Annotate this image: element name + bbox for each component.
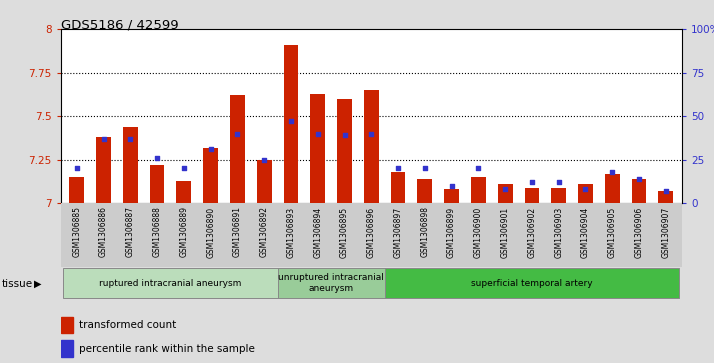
Text: GSM1306896: GSM1306896	[367, 207, 376, 258]
Bar	[64, 269, 278, 298]
Text: GSM1306901: GSM1306901	[501, 207, 510, 258]
Bar	[203, 147, 218, 203]
Bar	[632, 179, 646, 203]
Text: tissue: tissue	[1, 279, 33, 289]
Bar	[61, 317, 73, 333]
Text: GSM1306891: GSM1306891	[233, 207, 242, 257]
Text: GSM1306895: GSM1306895	[340, 207, 349, 258]
Point	[473, 166, 484, 171]
Bar	[123, 127, 138, 203]
Bar	[418, 179, 432, 203]
Bar	[61, 340, 73, 357]
Text: GSM1306894: GSM1306894	[313, 207, 322, 258]
Point	[392, 166, 403, 171]
Bar	[385, 269, 679, 298]
Text: ▶: ▶	[34, 279, 42, 289]
Bar	[96, 137, 111, 203]
Point	[205, 146, 216, 152]
Bar	[337, 99, 352, 203]
Text: unruptured intracranial
aneurysm: unruptured intracranial aneurysm	[278, 273, 384, 293]
Bar	[278, 269, 385, 298]
Bar	[605, 174, 620, 203]
Point	[231, 131, 243, 136]
Point	[580, 187, 591, 192]
Point	[312, 131, 323, 136]
Bar	[150, 165, 164, 203]
Bar	[391, 172, 406, 203]
Text: GSM1306890: GSM1306890	[206, 207, 215, 258]
Bar	[69, 177, 84, 203]
Point	[633, 176, 645, 182]
Point	[178, 166, 189, 171]
Bar	[498, 184, 513, 203]
Point	[606, 169, 618, 175]
Point	[285, 118, 296, 124]
Bar	[230, 95, 245, 203]
Bar	[444, 189, 459, 203]
Text: percentile rank within the sample: percentile rank within the sample	[79, 344, 255, 354]
Text: GSM1306889: GSM1306889	[179, 207, 188, 257]
Bar	[551, 188, 566, 203]
Bar	[176, 181, 191, 203]
Bar	[471, 177, 486, 203]
Point	[258, 157, 270, 163]
Point	[446, 183, 457, 189]
Bar	[578, 184, 593, 203]
Text: GSM1306900: GSM1306900	[474, 207, 483, 258]
Point	[366, 131, 377, 136]
Text: GSM1306892: GSM1306892	[260, 207, 268, 257]
Text: GDS5186 / 42599: GDS5186 / 42599	[61, 18, 178, 31]
Text: GSM1306899: GSM1306899	[447, 207, 456, 258]
Bar	[364, 90, 378, 203]
Text: GSM1306886: GSM1306886	[99, 207, 108, 257]
Text: GSM1306906: GSM1306906	[635, 207, 643, 258]
Bar	[283, 45, 298, 203]
Text: GSM1306898: GSM1306898	[421, 207, 429, 257]
Text: GSM1306893: GSM1306893	[286, 207, 296, 258]
Point	[338, 132, 350, 138]
Text: GSM1306905: GSM1306905	[608, 207, 617, 258]
Text: ruptured intracranial aneurysm: ruptured intracranial aneurysm	[99, 279, 241, 287]
Point	[151, 155, 163, 161]
Point	[499, 187, 511, 192]
Text: superficial temporal artery: superficial temporal artery	[471, 279, 593, 287]
Text: GSM1306907: GSM1306907	[661, 207, 670, 258]
Point	[660, 188, 671, 194]
Text: GSM1306885: GSM1306885	[72, 207, 81, 257]
Text: GSM1306904: GSM1306904	[581, 207, 590, 258]
Text: transformed count: transformed count	[79, 321, 176, 330]
Point	[98, 136, 109, 142]
Point	[553, 179, 564, 185]
Bar	[658, 191, 673, 203]
Bar	[257, 160, 271, 203]
Point	[71, 166, 82, 171]
Text: GSM1306887: GSM1306887	[126, 207, 135, 257]
Text: GSM1306888: GSM1306888	[153, 207, 161, 257]
Point	[419, 166, 431, 171]
Point	[526, 179, 538, 185]
Bar	[311, 94, 325, 203]
Point	[124, 136, 136, 142]
Text: GSM1306897: GSM1306897	[393, 207, 403, 258]
Text: GSM1306902: GSM1306902	[528, 207, 536, 258]
Text: GSM1306903: GSM1306903	[554, 207, 563, 258]
Bar	[525, 188, 539, 203]
